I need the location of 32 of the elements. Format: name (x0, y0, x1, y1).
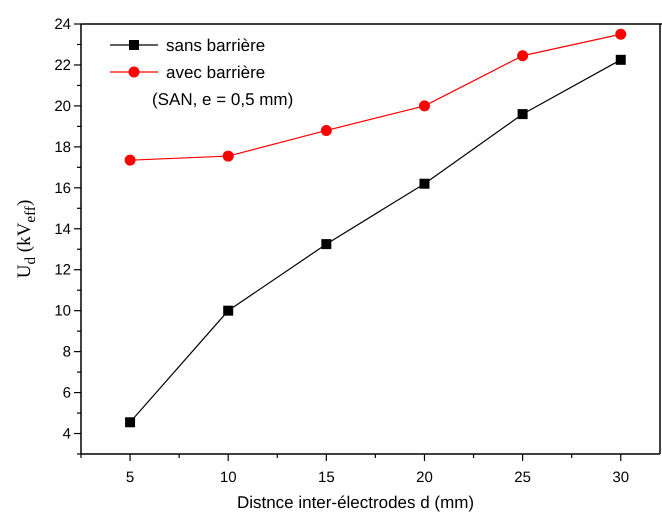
point (419, 178, 430, 189)
x-tick-label: 25 (514, 469, 531, 486)
y-tick-label: 22 (54, 56, 71, 74)
point (124, 154, 136, 166)
y-tick-label: 16 (54, 180, 71, 197)
legend-label: sans barrière (166, 36, 266, 55)
y-tick-label: 10 (54, 302, 71, 320)
legend-label: avec barrière (SAN, e = 0,5 mm) (152, 63, 294, 109)
point (223, 306, 234, 316)
x-axis-title: Distnce inter-électrodes d (mm) (236, 493, 474, 512)
point (518, 109, 528, 120)
y-tick-label: 14 (54, 220, 71, 238)
point (321, 239, 332, 250)
y-tick-label: 24 (54, 16, 71, 33)
point (615, 28, 626, 40)
y-tick-label: 12 (54, 262, 71, 279)
point (320, 124, 332, 136)
x-tick-label: 5 (126, 469, 134, 486)
point (222, 150, 234, 162)
point (517, 50, 528, 62)
x-tick-label: 30 (612, 469, 630, 486)
point (125, 417, 136, 428)
x-tick-label: 20 (416, 469, 433, 486)
y-tick-label: 6 (62, 384, 71, 402)
y-tick-label: 4 (62, 426, 71, 443)
x-tick-label: 15 (318, 469, 335, 486)
y-tick-label: 20 (54, 98, 71, 115)
y-tick-label: 8 (62, 344, 71, 361)
point (418, 100, 430, 112)
y-tick-label: 18 (54, 138, 71, 156)
point (616, 54, 626, 65)
x-tick-label: 10 (220, 469, 237, 486)
